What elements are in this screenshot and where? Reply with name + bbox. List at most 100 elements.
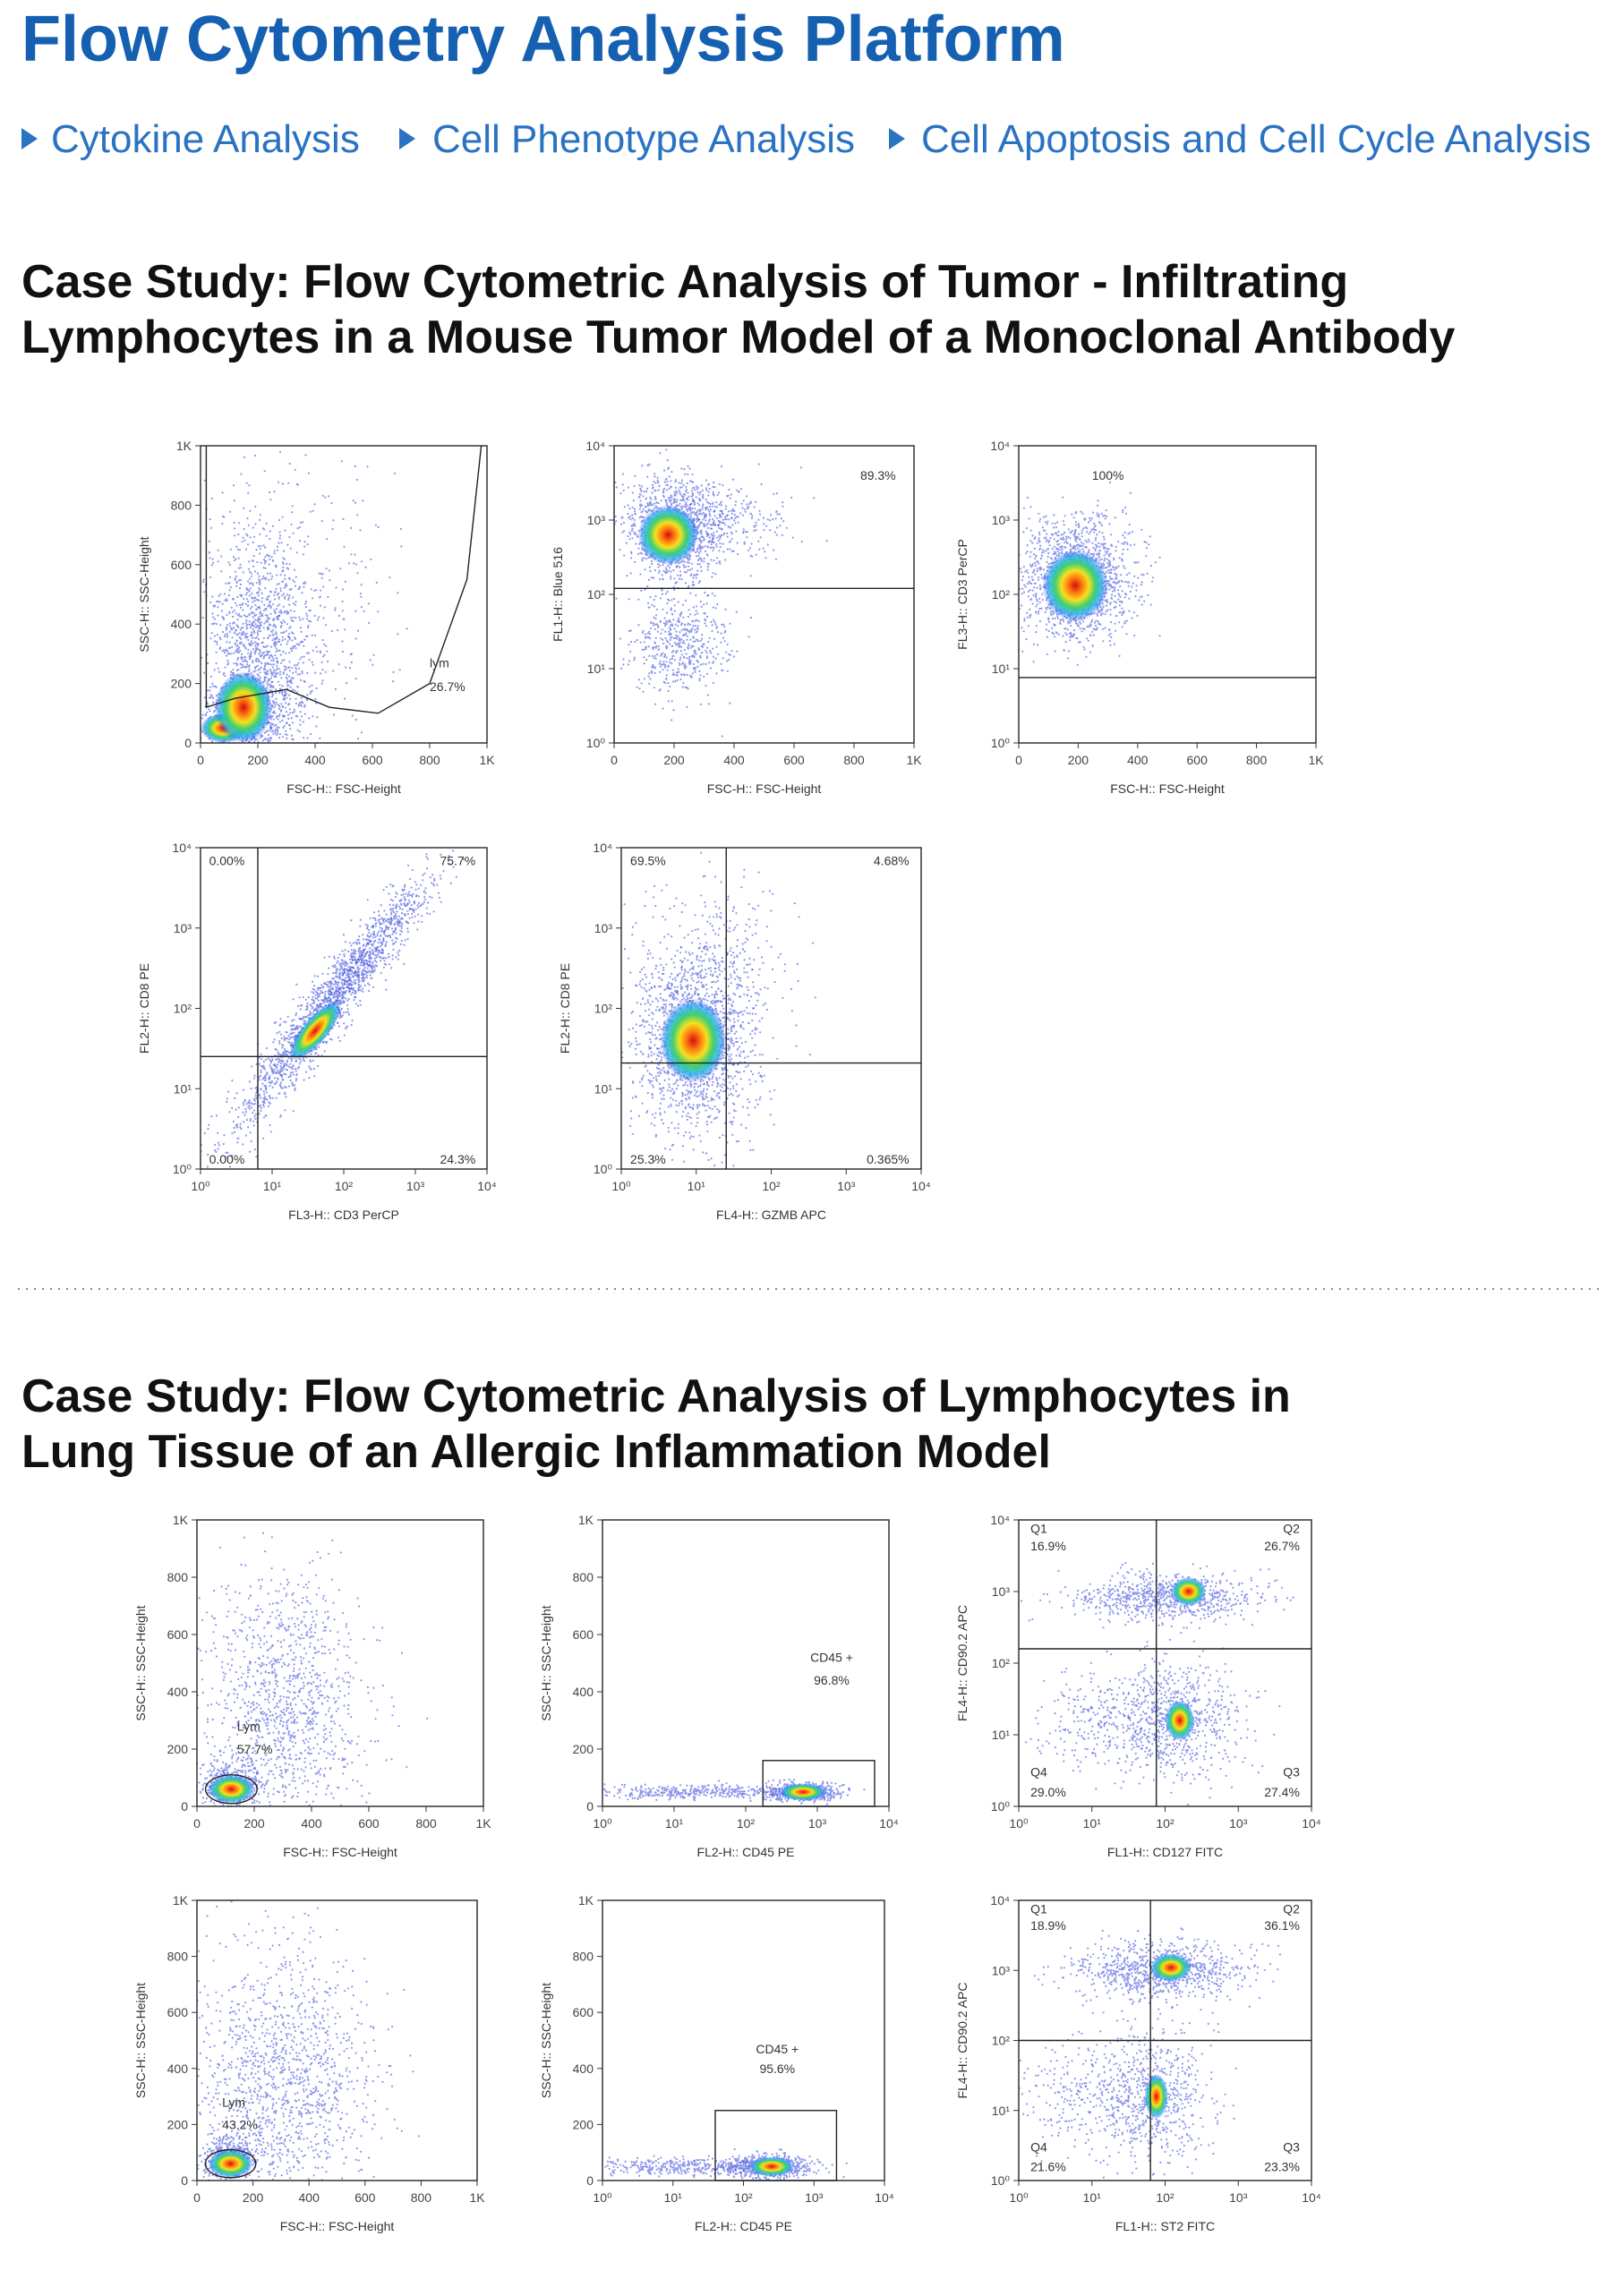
density-blob <box>208 2149 253 2178</box>
x-tick-label: 1K <box>469 2190 485 2205</box>
x-tick-label: 600 <box>358 1816 380 1831</box>
y-tick-label: 10⁴ <box>593 841 612 855</box>
density-blob <box>215 671 272 743</box>
gate-label: 4.68% <box>874 853 910 867</box>
x-tick-label: 600 <box>354 2190 376 2205</box>
y-tick-label: 400 <box>167 1685 189 1699</box>
x-tick-label: 10² <box>1156 2190 1175 2205</box>
y-axis-label: FL3-H:: CD3 PerCP <box>955 539 970 650</box>
y-tick-label: 1K <box>176 439 192 453</box>
x-tick-label: 0 <box>611 753 618 767</box>
y-tick-label: 800 <box>167 1950 189 1964</box>
y-tick-label: 10¹ <box>992 661 1011 676</box>
x-tick-label: 10⁰ <box>593 1816 612 1831</box>
gate-label: Q1 <box>1030 1522 1047 1536</box>
y-tick-label: 10⁴ <box>585 439 605 453</box>
x-tick-label: 10¹ <box>263 1179 282 1193</box>
plot: CD45 + 96.8% 10⁰ 10¹ 10² 10³ 10⁴ 0 200 400 600 800 1… <box>539 1513 899 1859</box>
y-tick-label: 10³ <box>587 513 606 527</box>
x-tick-label: 10¹ <box>664 2190 683 2205</box>
y-tick-label: 400 <box>171 617 192 631</box>
y-axis-label: FL2-H:: CD8 PE <box>558 963 572 1054</box>
gate-label: 29.0% <box>1030 1785 1066 1799</box>
event-dots <box>1020 1562 1294 1635</box>
x-tick-label: 0 <box>193 2190 201 2205</box>
gate-label: CD45 + <box>810 1651 853 1665</box>
event-dots <box>1035 1626 1281 1806</box>
density-blob <box>1165 1700 1195 1741</box>
gate-label: 16.9% <box>1030 1539 1066 1553</box>
event-dots <box>210 451 408 742</box>
nav-link[interactable]: Cell Apoptosis and Cell Cycle Analysis <box>921 117 1591 161</box>
x-tick-label: 10¹ <box>1083 1816 1102 1831</box>
x-tick-label: 400 <box>301 1816 322 1831</box>
x-tick-label: 800 <box>419 753 440 767</box>
density-blob <box>660 998 727 1083</box>
x-tick-label: 10³ <box>805 2190 824 2205</box>
x-tick-label: 10² <box>734 2190 753 2205</box>
x-tick-label: 600 <box>1187 753 1209 767</box>
x-axis-label: FSC-H:: FSC-Height <box>1110 781 1225 796</box>
y-tick-label: 10⁴ <box>990 439 1010 453</box>
x-tick-label: 800 <box>415 1816 437 1831</box>
plot: 100% 0 200 400 600 800 1K 10⁰ 10¹ 10² 10³ 10⁴ FSC-H:… <box>955 439 1324 796</box>
y-axis-label: FL2-H:: CD8 PE <box>137 963 151 1054</box>
gate-label: 23.3% <box>1264 2159 1300 2173</box>
plot: 69.5% 4.68% 25.3% 0.365% 10⁰ 10¹ 10² 10³ 10⁴ 10⁰ 1… <box>558 841 931 1222</box>
y-tick-label: 800 <box>573 1570 594 1584</box>
gate-label: 100% <box>1092 468 1124 482</box>
section-heading: Case Study: Flow Cytometric Analysis of … <box>21 256 1348 308</box>
gate-label: CD45 + <box>756 2042 799 2056</box>
gate-label: 36.1% <box>1264 1918 1300 1933</box>
y-tick-label: 10² <box>992 587 1011 602</box>
y-tick-label: 1K <box>578 1893 594 1908</box>
plot: Lym 43.2% 0 200 400 600 800 1K 0 200 400 600 800 1K FS… <box>133 1893 485 2233</box>
y-tick-label: 600 <box>167 1627 189 1642</box>
density-blob <box>637 505 698 565</box>
x-tick-label: 600 <box>783 753 805 767</box>
gate-label: 75.7% <box>440 853 475 867</box>
gate-label: 26.7% <box>430 679 466 694</box>
y-axis-label: SSC-H:: SSC-Height <box>137 536 151 652</box>
x-tick-label: 0 <box>193 1816 201 1831</box>
gate-label: Q2 <box>1283 1522 1300 1536</box>
x-tick-label: 200 <box>243 1816 265 1831</box>
y-tick-label: 0 <box>181 2173 188 2188</box>
y-tick-label: 10⁴ <box>990 1893 1010 1908</box>
x-tick-label: 10⁴ <box>879 1816 899 1831</box>
y-tick-label: 0 <box>184 736 192 750</box>
y-axis-label: FL4-H:: CD90.2 APC <box>955 1983 970 2099</box>
nav-link[interactable]: Cytokine Analysis <box>51 117 360 161</box>
y-tick-label: 200 <box>171 677 192 691</box>
nav-link[interactable]: Cell Phenotype Analysis <box>432 117 855 161</box>
y-tick-label: 10⁰ <box>594 1162 613 1176</box>
x-tick-label: 10¹ <box>1083 2190 1102 2205</box>
y-tick-label: 200 <box>167 2117 189 2131</box>
nav-arrow <box>889 128 905 149</box>
event-dots <box>623 851 815 1167</box>
density-blob <box>1042 550 1108 621</box>
y-tick-label: 400 <box>167 2061 189 2076</box>
nav-arrow <box>21 128 38 149</box>
y-axis-label: SSC-H:: SSC-Height <box>133 1605 148 1720</box>
gate-label: 0.00% <box>209 1152 245 1166</box>
y-tick-label: 1K <box>578 1513 594 1527</box>
x-tick-label: 10³ <box>1229 1816 1248 1831</box>
x-tick-label: 0 <box>197 753 204 767</box>
plot-frame <box>602 1899 885 2181</box>
x-axis-label: FSC-H:: FSC-Height <box>707 781 822 796</box>
y-tick-label: 10² <box>992 2034 1011 2048</box>
x-tick-label: 0 <box>1015 753 1022 767</box>
gate-label: Lym <box>222 2095 245 2109</box>
x-axis-label: FSC-H:: FSC-Height <box>283 1845 397 1859</box>
gate-label: 0.365% <box>867 1152 909 1166</box>
x-tick-label: 10³ <box>808 1816 827 1831</box>
x-tick-label: 1K <box>906 753 922 767</box>
y-tick-label: 10³ <box>992 513 1011 527</box>
x-tick-label: 400 <box>723 753 745 767</box>
event-dots <box>1018 2011 1186 2166</box>
x-tick-label: 10³ <box>406 1179 425 1193</box>
section-heading: Case Study: Flow Cytometric Analysis of … <box>21 1370 1291 1422</box>
x-tick-label: 10¹ <box>688 1179 706 1193</box>
